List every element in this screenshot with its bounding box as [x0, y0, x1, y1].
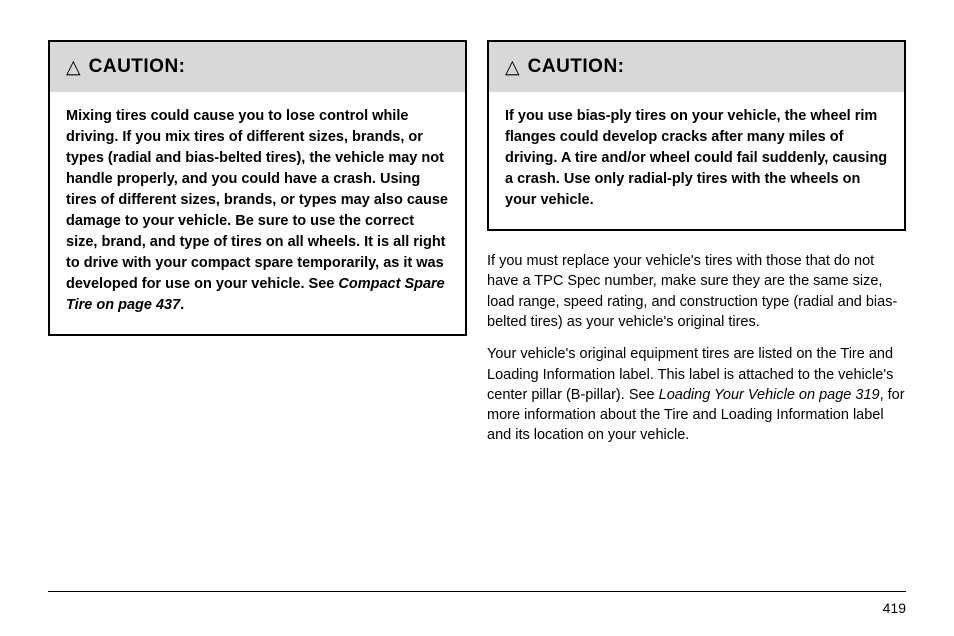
caution-box-right: △ CAUTION: If you use bias-ply tires on …	[487, 40, 906, 231]
body-paragraph-2: Your vehicle's original equipment tires …	[487, 344, 906, 445]
caution-box-left: △ CAUTION: Mixing tires could cause you …	[48, 40, 467, 336]
warning-icon: △	[505, 58, 520, 77]
caution-title: CAUTION:	[528, 56, 625, 78]
right-column: △ CAUTION: If you use bias-ply tires on …	[487, 40, 906, 458]
page-columns: △ CAUTION: Mixing tires could cause you …	[48, 40, 906, 458]
caution-header-right: △ CAUTION:	[489, 42, 904, 92]
caution-body-left: Mixing tires could cause you to lose con…	[50, 92, 465, 334]
caution-text-end: .	[180, 297, 184, 313]
footer-divider	[48, 591, 906, 592]
caution-header-left: △ CAUTION:	[50, 42, 465, 92]
warning-icon: △	[66, 58, 81, 77]
caution-body-right: If you use bias-ply tires on your vehicl…	[489, 92, 904, 229]
para2-reference: Loading Your Vehicle on page 319	[659, 387, 880, 403]
caution-title: CAUTION:	[89, 56, 186, 78]
page-number: 419	[883, 600, 906, 616]
body-paragraph-1: If you must replace your vehicle's tires…	[487, 251, 906, 332]
left-column: △ CAUTION: Mixing tires could cause you …	[48, 40, 467, 458]
caution-text-main: If you use bias-ply tires on your vehicl…	[505, 108, 887, 208]
caution-text-main: Mixing tires could cause you to lose con…	[66, 108, 448, 292]
